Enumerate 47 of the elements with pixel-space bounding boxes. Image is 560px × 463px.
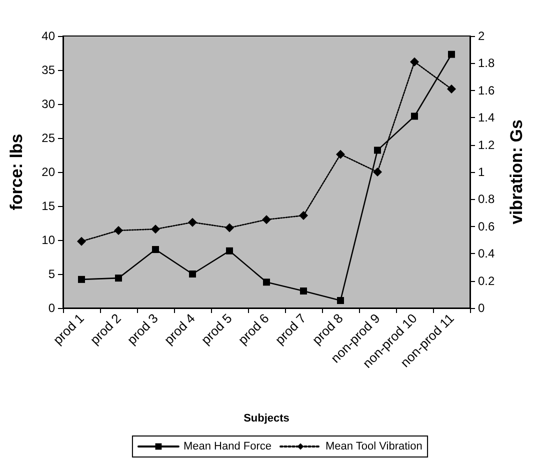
point — [300, 288, 307, 294]
y2-tick-label: 1.2 — [478, 138, 496, 152]
point — [447, 84, 456, 94]
y2-tick-label: 0.6 — [478, 219, 496, 234]
point — [115, 274, 122, 282]
point — [262, 215, 271, 224]
y-tick-label: 35 — [42, 63, 56, 77]
y-axis-title: force: lbs — [7, 134, 26, 210]
y-tick-label: 20 — [42, 165, 56, 179]
y-tick-label: 0 — [48, 301, 56, 315]
point — [152, 246, 159, 254]
y-tick-label: 30 — [42, 97, 56, 111]
point — [336, 150, 345, 159]
y2-tick-label: 0 — [478, 301, 485, 315]
point — [410, 57, 419, 66]
point — [114, 226, 123, 235]
point — [78, 276, 85, 283]
point — [226, 247, 233, 254]
y2-tick-label: 0.2 — [478, 274, 496, 288]
y2-tick-label: 2 — [478, 29, 485, 43]
point — [337, 297, 344, 304]
y-tick-label: 40 — [42, 29, 56, 43]
y2-tick-label: 0.8 — [478, 192, 496, 206]
y2-tick-label: 1 — [478, 165, 485, 179]
y2-tick-label: 1.4 — [478, 110, 496, 125]
point — [374, 146, 381, 154]
point — [373, 168, 382, 176]
y2-axis-title: vibration: Gs — [507, 120, 526, 224]
y-tick-label: 10 — [42, 233, 56, 247]
y2-tick-label: 1.8 — [478, 56, 496, 70]
x-axis-title: Subjects — [244, 412, 290, 424]
y-tick-label: 5 — [48, 267, 56, 281]
point — [411, 112, 418, 120]
y2-tick-label: 0.4 — [478, 246, 496, 261]
point — [189, 270, 196, 278]
y2-tick-label: 1.6 — [478, 83, 496, 98]
point — [299, 211, 308, 220]
point — [448, 50, 455, 58]
legend-label: Mean Hand Force — [183, 440, 272, 452]
point — [77, 236, 86, 246]
legend-label: Mean Tool Vibration — [326, 440, 422, 452]
y-tick-label: 25 — [42, 131, 56, 145]
point — [188, 218, 197, 227]
point — [263, 278, 270, 286]
y-tick-label: 15 — [42, 199, 56, 213]
point — [151, 224, 160, 234]
point — [225, 223, 234, 232]
